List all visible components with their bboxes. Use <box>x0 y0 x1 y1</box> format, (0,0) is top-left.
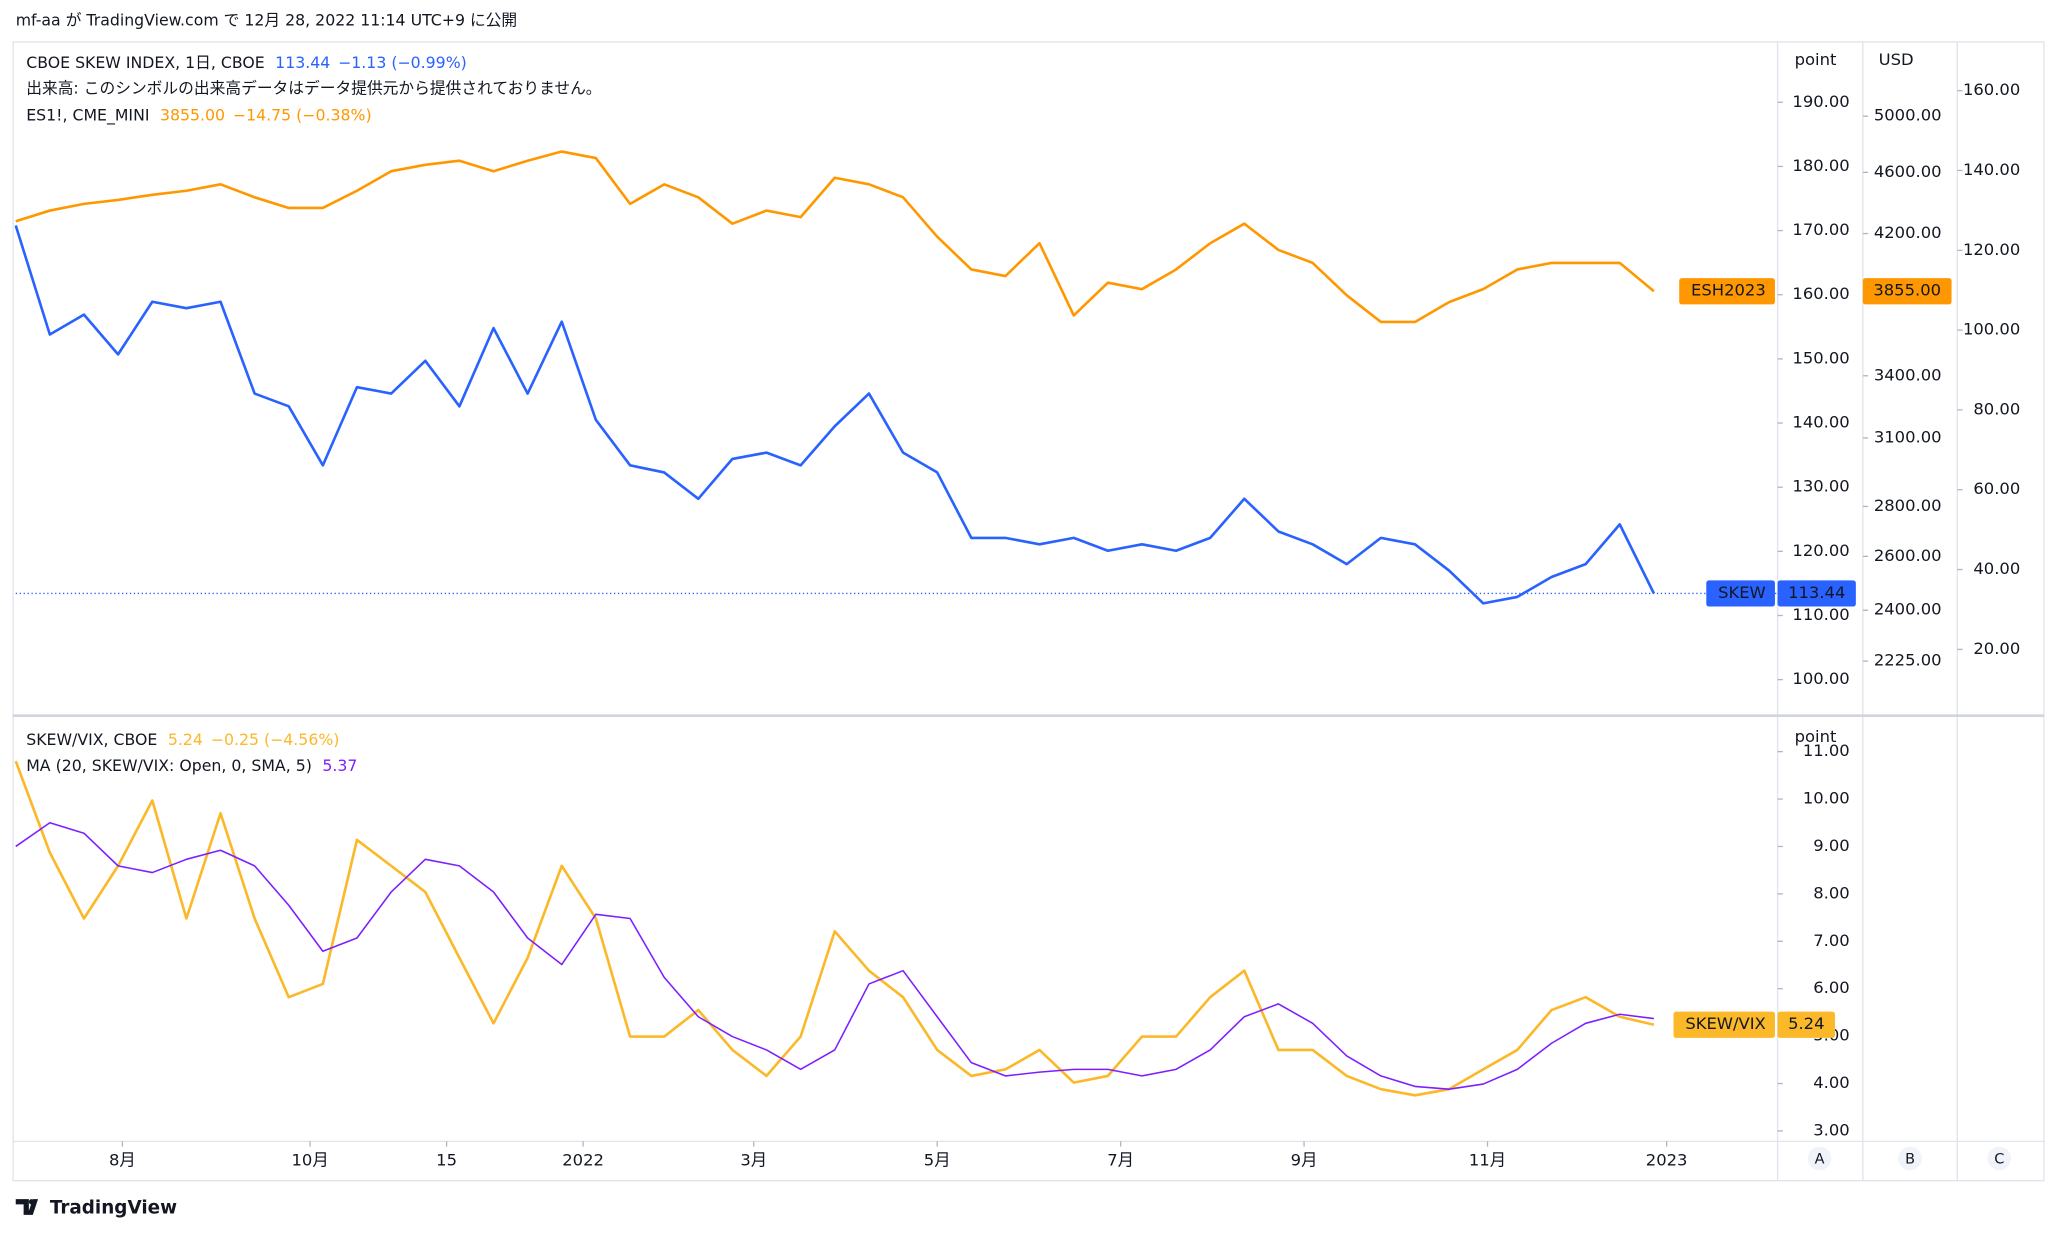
price-tag-value-box <box>1777 1011 1836 1038</box>
y-tick-label: 2225.00 <box>1874 651 1942 670</box>
scale-button-label[interactable]: B <box>1905 1152 1915 1168</box>
y-tick-label: 7.00 <box>1813 931 1849 950</box>
legend-name: MA (20, SKEW/VIX: Open, 0, SMA, 5) <box>26 756 312 775</box>
y-tick-label: 11.00 <box>1803 741 1850 760</box>
y-tick-label: 100.00 <box>1792 669 1849 688</box>
y-tick-label: 3100.00 <box>1874 427 1942 446</box>
y-tick-label: 3.00 <box>1813 1120 1849 1139</box>
y-tick-label: 9.00 <box>1813 836 1849 855</box>
price-tag-value: 113.44 <box>1788 583 1845 602</box>
legend-change: −14.75 (−0.38%) <box>233 105 372 124</box>
y-tick-label: 170.00 <box>1792 220 1849 239</box>
series-line <box>15 821 1654 1090</box>
legend-value: 113.44 <box>275 52 330 71</box>
y-tick-label: 4.00 <box>1813 1073 1849 1092</box>
price-tag-name: SKEW/VIX <box>1685 1014 1765 1033</box>
legend-value: 5.37 <box>322 756 357 775</box>
y-tick-label: 6.00 <box>1813 978 1849 997</box>
legend-change: −0.25 (−4.56%) <box>211 729 340 748</box>
legend-change: −1.13 (−0.99%) <box>338 52 467 71</box>
x-tick-label: 15 <box>436 1151 457 1170</box>
header-text: mf-aa が TradingView.com で 12月 28, 2022 1… <box>16 10 517 29</box>
y-tick-label: 120.00 <box>1792 541 1849 560</box>
x-tick-label: 7月 <box>1107 1151 1134 1170</box>
series-line <box>14 225 1656 605</box>
legend-value: 5.24 <box>168 729 203 748</box>
scale-button[interactable]: B <box>1898 1146 1922 1171</box>
price-tag-name: SKEW <box>1718 583 1766 602</box>
y-tick-label: 4200.00 <box>1874 223 1942 242</box>
legend-entry: ES1!, CME_MINI 3855.00 −14.75 (−0.38%) <box>26 105 371 125</box>
scale-button[interactable]: A <box>1807 1146 1832 1171</box>
y-tick-label: 160.00 <box>1963 80 2020 99</box>
price-tag-name-box <box>1679 278 1775 305</box>
legend-name: ES1!, CME_MINI <box>26 105 149 125</box>
x-tick-label: 8月 <box>109 1151 136 1170</box>
y-tick-label: 3400.00 <box>1874 365 1942 384</box>
legend-entry: CBOE SKEW INDEX, 1日, CBOE 113.44 −1.13 (−0… <box>26 52 467 71</box>
x-tick-label: 2023 <box>1646 1151 1688 1170</box>
price-tag-value: 3855.00 <box>1873 281 1941 300</box>
x-tick-label: 2022 <box>562 1151 604 1170</box>
y-tick-label: 10.00 <box>1803 789 1850 808</box>
legend-entry: SKEW/VIX, CBOE 5.24 −0.25 (−4.56%) <box>26 729 339 748</box>
scale-button-label[interactable]: C <box>1994 1152 2004 1168</box>
logo-dot <box>28 1199 35 1205</box>
x-tick-label: 10月 <box>291 1151 328 1170</box>
y-tick-label: 110.00 <box>1792 605 1849 624</box>
price-tag-value: 5.24 <box>1788 1014 1824 1033</box>
axis-unit: USD <box>1879 50 1914 69</box>
y-tick-label: 2800.00 <box>1874 496 1942 515</box>
logo-icon <box>15 1199 39 1215</box>
logo-text: TradingView <box>50 1197 177 1218</box>
price-tag-value-box <box>1862 278 1952 305</box>
y-tick-label: 160.00 <box>1792 284 1849 303</box>
price-tag-value-box <box>1777 580 1856 607</box>
axis-unit: point <box>1795 50 1837 69</box>
scale-button[interactable]: C <box>1987 1146 2012 1171</box>
legend-entry: MA (20, SKEW/VIX: Open, 0, SMA, 5) 5.37 <box>26 756 357 775</box>
y-tick-label: 190.00 <box>1792 92 1849 111</box>
y-tick-label: 5000.00 <box>1874 106 1942 125</box>
y-tick-label: 4600.00 <box>1874 162 1942 181</box>
axis-unit: point <box>1795 727 1837 746</box>
y-tick-label: 150.00 <box>1792 348 1849 367</box>
y-tick-label: 180.00 <box>1792 156 1849 175</box>
legend-name: SKEW/VIX, CBOE <box>26 729 157 748</box>
y-tick-label: 20.00 <box>1973 639 2020 658</box>
legend-value: 3855.00 <box>160 105 225 124</box>
x-tick-label: 5月 <box>924 1151 951 1170</box>
y-tick-label: 2400.00 <box>1874 600 1942 619</box>
scale-button-circle[interactable] <box>1807 1146 1832 1171</box>
legend-name: CBOE SKEW INDEX, 1日, CBOE <box>26 52 264 71</box>
annotation: 出来高: このシンボルの出来高データはデータ提供元から提供されておりません。 <box>26 79 601 98</box>
price-tag-name: ESH2023 <box>1691 281 1766 300</box>
series-line <box>15 150 1655 324</box>
x-tick-label: 3月 <box>740 1151 767 1170</box>
y-tick-label: 60.00 <box>1973 479 2020 498</box>
y-tick-label: 140.00 <box>1792 413 1849 432</box>
y-tick-label: 100.00 <box>1963 320 2020 339</box>
x-tick-label: 9月 <box>1291 1151 1318 1170</box>
y-tick-label: 40.00 <box>1973 559 2020 578</box>
x-tick-label: 11月 <box>1469 1151 1506 1170</box>
price-tag-name-box <box>1706 580 1775 607</box>
scale-button-circle[interactable] <box>1987 1146 2012 1171</box>
price-tag-name-box <box>1673 1011 1775 1038</box>
y-tick-label: 120.00 <box>1963 240 2020 259</box>
scale-button-label[interactable]: A <box>1815 1152 1825 1168</box>
y-tick-label: 2600.00 <box>1874 546 1942 565</box>
y-tick-label: 8.00 <box>1813 883 1849 902</box>
y-tick-label: 80.00 <box>1973 399 2020 418</box>
chart-frame <box>12 41 2045 1182</box>
scale-button-circle[interactable] <box>1898 1146 1922 1171</box>
series-line <box>14 760 1655 1097</box>
y-tick-label: 140.00 <box>1963 160 2020 179</box>
y-tick-label: 130.00 <box>1792 477 1849 496</box>
